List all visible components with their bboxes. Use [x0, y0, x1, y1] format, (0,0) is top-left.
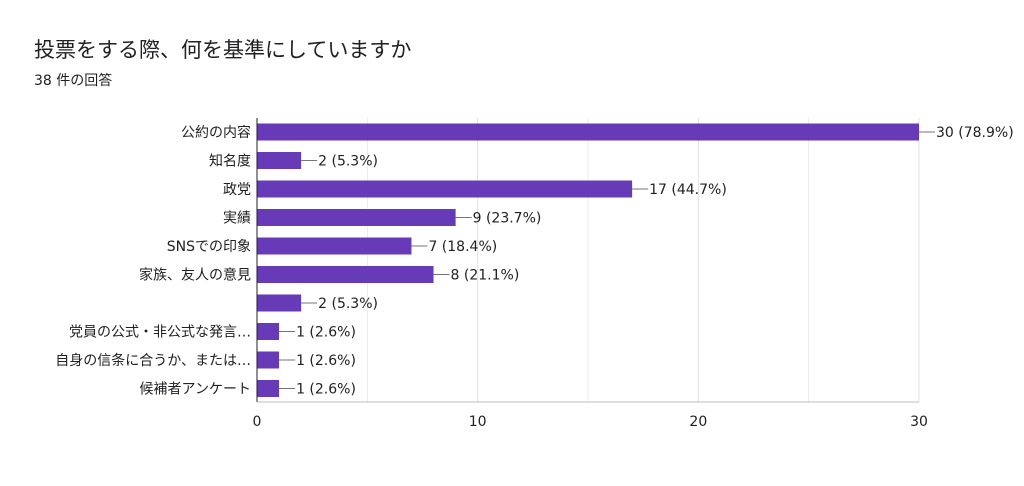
value-label: 1 (2.6%)	[296, 353, 356, 369]
category-label: 候補者アンケート	[140, 382, 251, 398]
category-label: 党員の公式・非公式な発言…	[69, 325, 251, 341]
x-tick-label: 0	[253, 414, 262, 430]
bar	[257, 380, 280, 397]
value-label: 9 (23.7%)	[473, 211, 542, 227]
x-tick-label: 30	[910, 414, 928, 430]
x-tick-label: 20	[689, 414, 707, 430]
response-count: 38 件の回答	[34, 73, 113, 89]
bar	[257, 323, 280, 340]
bar	[257, 209, 456, 226]
bar	[257, 294, 302, 312]
value-label: 1 (2.6%)	[296, 382, 356, 398]
x-tick-label: 10	[469, 414, 487, 430]
category-label: 政党	[223, 182, 251, 198]
category-label: 実績	[223, 211, 251, 227]
value-label: 2 (5.3%)	[318, 154, 378, 170]
value-label: 8 (21.1%)	[451, 268, 520, 284]
value-label: 30 (78.9%)	[936, 125, 1014, 141]
category-label: 家族、友人の意見	[139, 267, 251, 284]
category-label: 公約の内容	[181, 124, 251, 141]
bar	[257, 180, 633, 198]
value-label: 1 (2.6%)	[296, 325, 356, 341]
chart-title: 投票をする際、何を基準にしていますか	[34, 38, 412, 62]
bar	[257, 266, 434, 283]
value-label: 17 (44.7%)	[649, 182, 727, 198]
bar	[257, 152, 302, 169]
bar	[257, 351, 280, 369]
category-label: 自身の信条に合うか、または…	[55, 352, 251, 369]
category-label: 知名度	[209, 153, 251, 170]
category-label: SNSでの印象	[167, 239, 251, 255]
value-label: 2 (5.3%)	[318, 296, 378, 312]
bar	[257, 123, 919, 141]
bar	[257, 237, 412, 255]
value-label: 7 (18.4%)	[428, 239, 497, 255]
